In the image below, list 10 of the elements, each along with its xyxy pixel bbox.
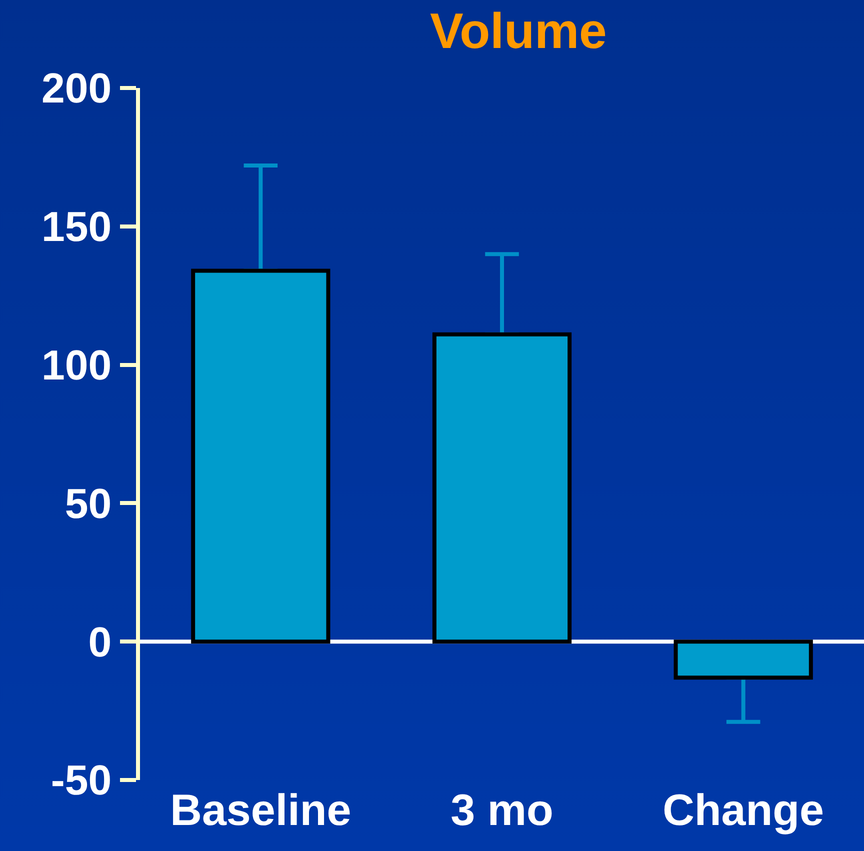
x-tick-label: Baseline (170, 786, 352, 835)
x-tick-label: Change (662, 786, 824, 835)
y-tick-label: -50 (50, 756, 112, 804)
chart-title: Volume (430, 2, 607, 59)
y-tick-label: 100 (42, 342, 112, 388)
y-tick-label: 200 (42, 64, 112, 112)
y-tick-label: 50 (64, 480, 112, 527)
y-tick-label: 150 (42, 203, 112, 250)
x-tick-label: 3 mo (450, 786, 554, 835)
y-tick-label: 0 (88, 618, 112, 666)
